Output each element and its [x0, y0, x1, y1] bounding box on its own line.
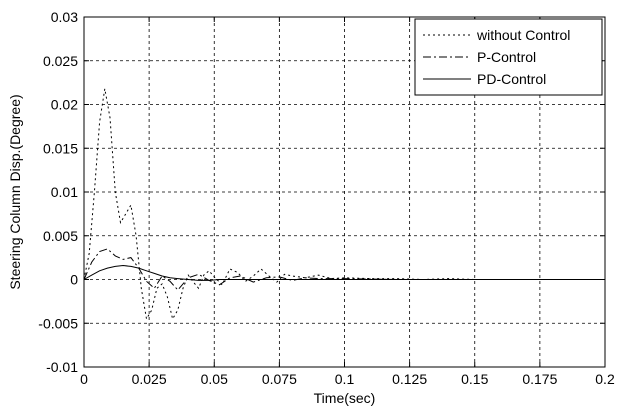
- x-tick-label: 0: [80, 371, 88, 387]
- legend-label-pd-control: PD-Control: [477, 71, 546, 87]
- grid: [84, 17, 605, 367]
- x-tick-label: 0.075: [262, 371, 297, 387]
- series-line-0: [83, 88, 605, 321]
- series-lines: [83, 88, 605, 321]
- y-tick-label: 0.01: [51, 184, 78, 200]
- y-tick-label: 0.005: [43, 228, 78, 244]
- x-tick-label: 0.1: [335, 371, 355, 387]
- y-tick-label: 0: [70, 272, 78, 288]
- y-tick-label: 0.02: [51, 97, 78, 113]
- legend: without Control P-Control PD-Control: [414, 18, 603, 96]
- x-tick-label: 0.125: [392, 371, 427, 387]
- axis-ticks: 0 0.025 0.05 0.075 0.1 0.125 0.15 0.175 0.2 -0.01…: [38, 9, 615, 387]
- series-line-2: [83, 264, 605, 281]
- x-tick-label: 0.15: [461, 371, 488, 387]
- x-tick-label: 0.175: [522, 371, 557, 387]
- x-tick-label: 0.05: [201, 371, 228, 387]
- y-tick-label: -0.01: [46, 359, 78, 375]
- y-tick-label: 0.03: [51, 9, 78, 25]
- legend-label-p-control: P-Control: [477, 49, 536, 65]
- y-axis-label: Steering Column Disp.(Degree): [7, 94, 23, 289]
- x-tick-label: 0.025: [132, 371, 167, 387]
- x-tick-label: 0.2: [595, 371, 615, 387]
- y-tick-label: 0.025: [43, 53, 78, 69]
- y-tick-label: -0.005: [38, 315, 78, 331]
- legend-label-without-control: without Control: [476, 27, 570, 43]
- y-tick-label: 0.015: [43, 140, 78, 156]
- x-axis-label: Time(sec): [314, 390, 376, 406]
